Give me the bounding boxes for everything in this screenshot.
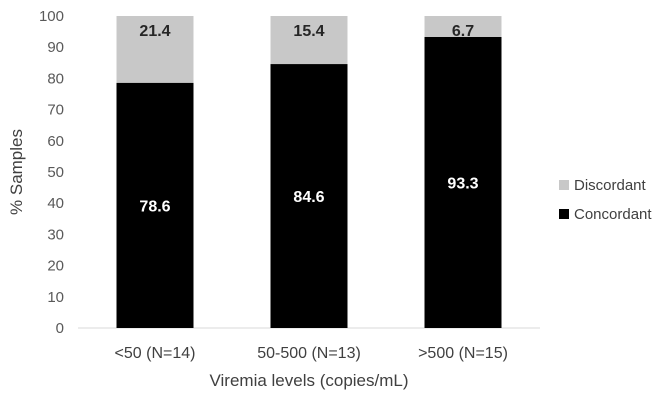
y-tick-label: 10 xyxy=(47,289,64,306)
legend-label-discordant: Discordant xyxy=(574,177,647,194)
y-tick-label: 40 xyxy=(47,195,64,212)
y-tick-label: 20 xyxy=(47,258,64,275)
data-label-concordant: 78.6 xyxy=(139,198,170,215)
legend-swatch-discordant xyxy=(559,180,569,190)
legend-label-concordant: Concordant xyxy=(574,206,652,223)
bar-concordant xyxy=(116,82,194,328)
bar-concordant xyxy=(270,64,348,328)
data-label-discordant: 21.4 xyxy=(139,23,170,40)
data-label-discordant: 6.7 xyxy=(452,23,474,40)
x-axis-title: Viremia levels (copies/mL) xyxy=(209,371,408,390)
legend: Discordant Concordant xyxy=(559,177,652,223)
y-tick-label: 0 xyxy=(56,320,64,337)
y-tick-label: 70 xyxy=(47,102,64,119)
x-category-label: 50-500 (N=13) xyxy=(257,345,361,362)
data-label-concordant: 93.3 xyxy=(447,175,478,192)
y-tick-label: 100 xyxy=(39,8,64,25)
y-tick-label: 50 xyxy=(47,164,64,181)
data-label-concordant: 84.6 xyxy=(293,189,324,206)
bars: 78.6 21.4 84.6 15.4 93.3 6.7 xyxy=(116,16,502,329)
x-category-label: >500 (N=15) xyxy=(418,345,508,362)
x-axis-categories: <50 (N=14) 50-500 (N=13) >500 (N=15) xyxy=(115,345,508,362)
legend-swatch-concordant xyxy=(559,209,569,219)
bar-discordant xyxy=(116,16,194,83)
y-axis-ticks: 0 10 20 30 40 50 60 70 80 90 100 xyxy=(39,8,64,337)
bar-discordant xyxy=(270,16,348,65)
y-tick-label: 60 xyxy=(47,133,64,150)
y-tick-label: 90 xyxy=(47,39,64,56)
bar-discordant xyxy=(424,16,502,37)
bar-concordant xyxy=(424,36,502,329)
y-axis-title: % Samples xyxy=(7,129,26,215)
y-tick-label: 80 xyxy=(47,70,64,87)
data-label-discordant: 15.4 xyxy=(293,23,324,40)
x-category-label: <50 (N=14) xyxy=(115,345,196,362)
y-tick-label: 30 xyxy=(47,226,64,243)
